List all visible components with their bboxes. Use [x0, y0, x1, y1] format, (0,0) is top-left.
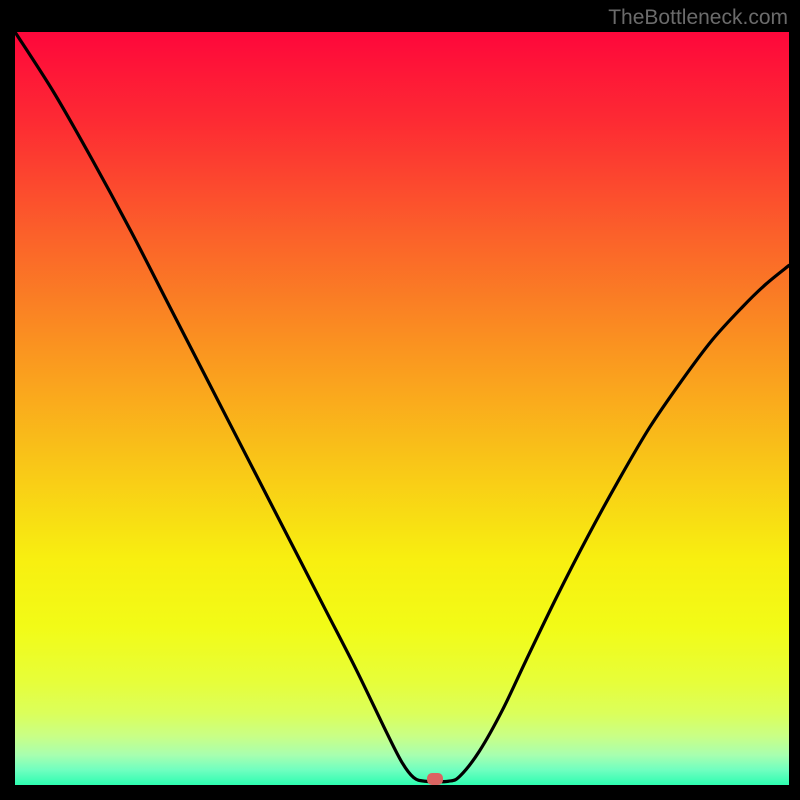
- plot-area: [15, 32, 789, 785]
- optimum-marker: [427, 773, 443, 785]
- watermark-text: TheBottleneck.com: [608, 6, 788, 30]
- gradient-background: [15, 32, 789, 785]
- chart-container: TheBottleneck.com: [0, 0, 800, 800]
